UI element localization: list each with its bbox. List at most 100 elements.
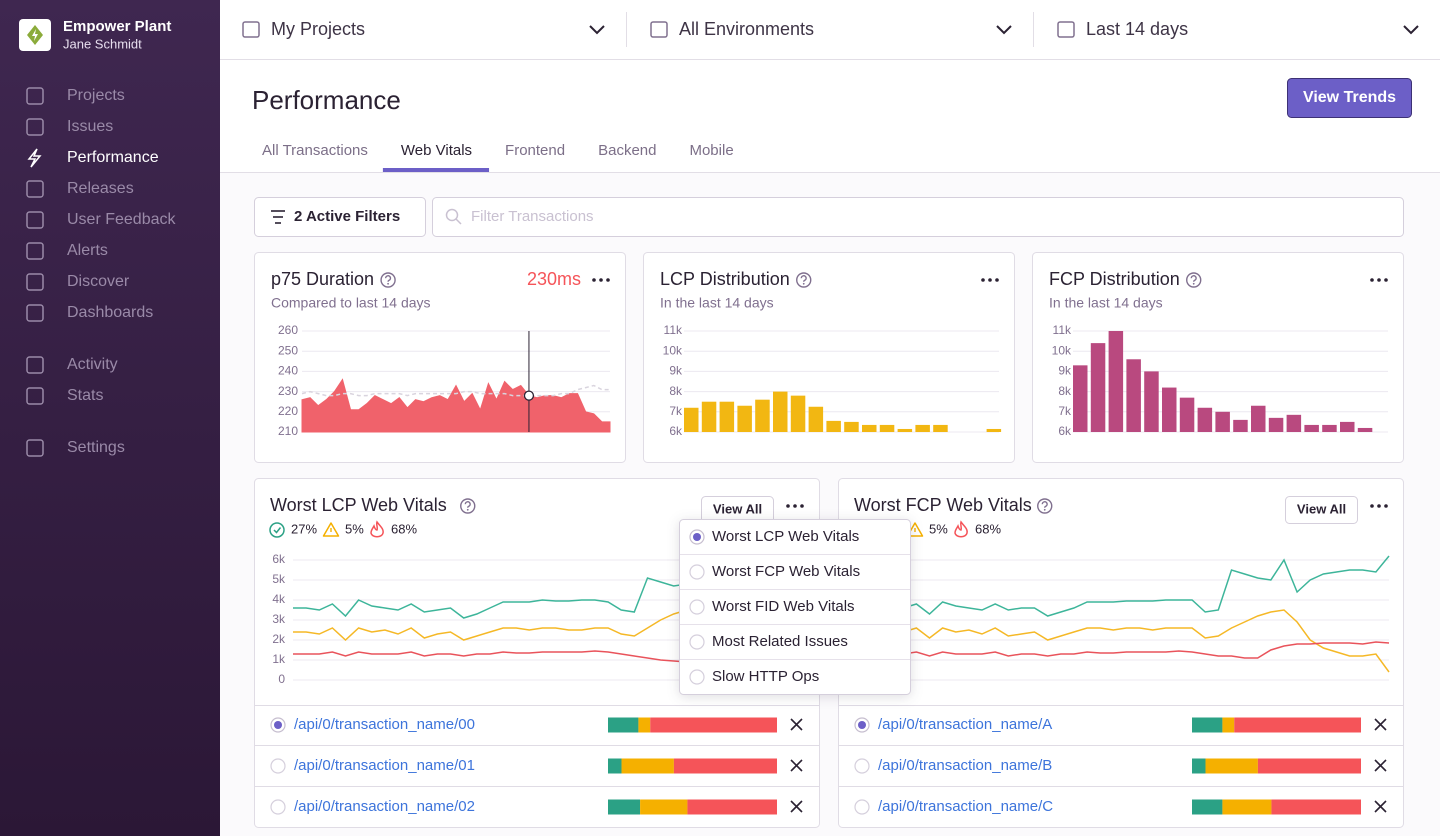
tab[interactable]: Frontend: [505, 142, 565, 159]
filter-button-label[interactable]: 2 Active Filters: [294, 208, 400, 225]
view-all-button[interactable]: [1285, 496, 1358, 524]
tab[interactable]: Backend: [598, 142, 656, 159]
search-input[interactable]: [432, 197, 1404, 237]
more-icon: [1370, 278, 1374, 282]
radio[interactable]: [854, 758, 870, 774]
nav-item[interactable]: User Feedback: [67, 211, 176, 228]
help-icon: [800, 275, 807, 282]
vital-stat: 68%: [391, 521, 417, 536]
org-logo-mark: [32, 29, 38, 41]
tab[interactable]: Mobile: [689, 142, 733, 159]
menu-item[interactable]: Worst FCP Web Vitals: [712, 563, 860, 580]
vital-segment: [640, 799, 688, 815]
selector-label[interactable]: Last 14 days: [1086, 19, 1188, 39]
vital-segment: [621, 758, 674, 774]
selector-label[interactable]: My Projects: [271, 19, 365, 39]
histogram-bar: [844, 421, 859, 432]
nav-icon: [26, 273, 44, 291]
vital-segment: [608, 758, 622, 774]
y-tick-label: 6k: [272, 552, 286, 566]
transaction-link[interactable]: /api/0/transaction_name/02: [294, 798, 475, 815]
nav-item[interactable]: Performance: [67, 149, 159, 166]
remove-icon[interactable]: [790, 759, 803, 772]
vital-line: [877, 641, 1390, 659]
more-icon: [1377, 278, 1381, 282]
radio[interactable]: [270, 758, 286, 774]
histogram-bar: [1162, 387, 1177, 432]
help-icon: [460, 498, 476, 514]
radio[interactable]: [689, 564, 705, 580]
histogram-bar: [737, 405, 752, 432]
tab[interactable]: All Transactions: [262, 142, 368, 159]
histogram-bar: [879, 424, 895, 432]
transaction-link[interactable]: /api/0/transaction_name/C: [878, 798, 1053, 815]
nav-item[interactable]: Stats: [67, 387, 103, 404]
more-icon: [793, 504, 797, 508]
help-icon: [380, 272, 396, 288]
menu-item[interactable]: Worst LCP Web Vitals: [712, 528, 859, 545]
nav-item[interactable]: Dashboards: [67, 304, 153, 321]
histogram-bar: [1233, 419, 1248, 432]
selector-label[interactable]: All Environments: [679, 19, 814, 39]
nav-item[interactable]: Alerts: [67, 242, 108, 259]
y-tick-label: 220: [278, 404, 298, 418]
meh-icon: [322, 522, 340, 537]
radio[interactable]: [270, 799, 286, 815]
radio[interactable]: [689, 634, 705, 650]
radio[interactable]: [689, 599, 705, 615]
view-trends-label[interactable]: View Trends: [1303, 89, 1396, 106]
vital-stat: 27%: [291, 521, 317, 536]
histogram-bar: [1251, 405, 1266, 432]
nav-item[interactable]: Releases: [67, 180, 134, 197]
remove-icon[interactable]: [790, 718, 803, 731]
y-tick-label: 260: [278, 323, 298, 337]
remove-icon[interactable]: [790, 800, 803, 813]
histogram-bar: [1215, 411, 1230, 432]
remove-icon[interactable]: [1374, 718, 1387, 731]
histogram-bar: [701, 401, 717, 432]
radio[interactable]: [689, 669, 705, 685]
transaction-link[interactable]: /api/0/transaction_name/01: [294, 757, 475, 774]
transaction-link[interactable]: /api/0/transaction_name/A: [878, 716, 1052, 733]
nav-icon: [26, 242, 44, 260]
y-tick-label: 11k: [1053, 323, 1072, 337]
view-all-label[interactable]: View All: [713, 501, 762, 516]
help-icon: [464, 501, 471, 508]
help-icon: [796, 272, 812, 288]
filter-button[interactable]: [254, 197, 426, 237]
view-trends-button[interactable]: [1287, 78, 1412, 118]
remove-icon[interactable]: [1374, 800, 1387, 813]
nav-item[interactable]: Issues: [67, 118, 113, 135]
vital-segment: [1222, 717, 1235, 733]
y-tick-label: 3k: [272, 612, 286, 626]
search-placeholder: Filter Transactions: [471, 208, 594, 225]
card-subtitle: In the last 14 days: [1049, 295, 1163, 311]
y-tick-label: 4k: [272, 592, 286, 606]
card-value: 230ms: [527, 269, 581, 289]
nav-item[interactable]: Discover: [67, 273, 130, 290]
menu-item[interactable]: Worst FID Web Vitals: [712, 598, 855, 615]
histogram-bar: [862, 424, 877, 432]
remove-icon[interactable]: [1374, 759, 1387, 772]
poor-icon: [954, 520, 968, 538]
more-icon: [981, 278, 985, 282]
histogram-bar: [1197, 407, 1213, 432]
view-all-label[interactable]: View All: [1297, 501, 1346, 516]
nav-item[interactable]: Activity: [67, 356, 118, 373]
nav-item[interactable]: Projects: [67, 87, 125, 104]
y-tick-label: 250: [278, 343, 298, 357]
tab[interactable]: Web Vitals: [401, 142, 472, 159]
transaction-link[interactable]: /api/0/transaction_name/B: [878, 757, 1052, 774]
menu-item[interactable]: Slow HTTP Ops: [712, 668, 819, 685]
good-icon: [273, 527, 282, 534]
y-tick-label: 6k: [1058, 424, 1072, 438]
menu-item[interactable]: Most Related Issues: [712, 633, 848, 650]
help-icon: [802, 282, 805, 285]
transaction-link[interactable]: /api/0/transaction_name/00: [294, 716, 475, 733]
more-icon: [599, 278, 603, 282]
radio[interactable]: [854, 799, 870, 815]
hover-point: [523, 390, 535, 401]
nav-item[interactable]: Settings: [67, 439, 125, 456]
vital-segment: [638, 717, 651, 733]
card: [1032, 252, 1404, 463]
